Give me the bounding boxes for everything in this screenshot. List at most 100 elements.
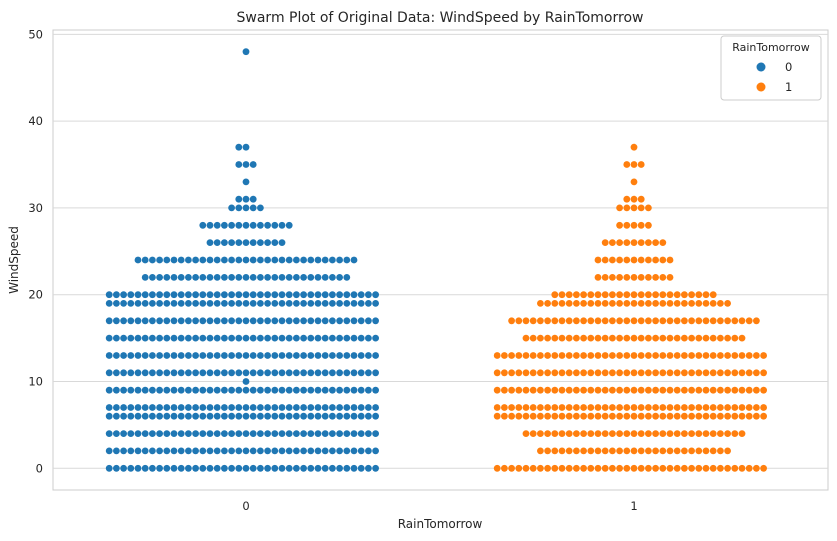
swarm-point	[709, 386, 717, 394]
swarm-point	[264, 404, 271, 411]
swarm-point	[293, 447, 300, 455]
swarm-point	[278, 291, 286, 299]
swarm-point	[329, 369, 336, 377]
swarm-point	[249, 464, 257, 472]
swarm-point	[493, 369, 501, 377]
swarm-point	[537, 300, 544, 307]
swarm-point	[293, 256, 300, 264]
swarm-point	[609, 291, 616, 299]
swarm-point	[156, 352, 164, 359]
swarm-point	[113, 300, 120, 307]
swarm-point	[350, 317, 358, 325]
swarm-point	[257, 300, 264, 307]
swarm-point	[307, 447, 315, 455]
swarm-point	[616, 239, 623, 247]
swarm-point	[623, 317, 631, 325]
swarm-point	[235, 291, 243, 299]
swarm-point	[738, 430, 746, 437]
swarm-point	[156, 430, 164, 437]
swarm-point	[580, 404, 587, 411]
swarm-point	[199, 404, 207, 411]
swarm-point	[637, 221, 645, 229]
swarm-point	[242, 204, 250, 212]
swarm-point	[242, 48, 250, 56]
swarm-point	[558, 430, 566, 437]
swarm-point	[681, 352, 688, 359]
swarm-point	[372, 369, 379, 377]
swarm-point	[285, 464, 293, 472]
swarm-point	[365, 404, 372, 411]
swarm-point	[235, 317, 243, 325]
swarm-point	[717, 430, 724, 437]
swarm-point	[228, 239, 236, 247]
swarm-point	[206, 239, 214, 247]
swarm-point	[235, 143, 243, 151]
swarm-point	[652, 430, 659, 437]
swarm-point	[630, 352, 638, 359]
swarm-point	[637, 239, 645, 247]
swarm-point	[652, 300, 659, 307]
swarm-point	[365, 300, 372, 307]
swarm-point	[724, 404, 731, 411]
swarm-point	[120, 300, 127, 307]
swarm-point	[551, 464, 559, 472]
swarm-point	[206, 334, 214, 342]
swarm-point	[573, 300, 580, 307]
swarm-point	[285, 369, 293, 377]
y-tick-label: 50	[28, 27, 43, 41]
swarm-point	[257, 404, 264, 411]
swarm-point	[285, 291, 293, 299]
swarm-point	[673, 412, 681, 420]
swarm-point	[242, 334, 250, 342]
swarm-point	[594, 412, 602, 420]
swarm-point	[185, 464, 192, 472]
swarm-point	[213, 334, 221, 342]
swarm-point	[278, 334, 286, 342]
swarm-point	[659, 464, 667, 472]
swarm-point	[652, 352, 659, 359]
swarm-point	[731, 317, 739, 325]
swarm-point	[206, 256, 214, 264]
swarm-point	[199, 369, 207, 377]
swarm-point	[228, 430, 236, 437]
swarm-point	[738, 317, 746, 325]
swarm-point	[372, 447, 379, 455]
swarm-point	[630, 317, 638, 325]
swarm-point	[242, 300, 250, 307]
swarm-point	[350, 430, 358, 437]
swarm-point	[673, 291, 681, 299]
swarm-point	[573, 404, 580, 411]
swarm-point	[257, 430, 264, 437]
swarm-point	[134, 291, 142, 299]
swarm-point	[666, 412, 674, 420]
swarm-point	[645, 334, 652, 342]
swarm-point	[321, 447, 329, 455]
swarm-point	[221, 386, 228, 394]
swarm-point	[228, 334, 236, 342]
swarm-point	[357, 404, 365, 411]
swarm-point	[573, 412, 580, 420]
swarm-point	[630, 430, 638, 437]
swarm-point	[163, 334, 171, 342]
swarm-point	[350, 412, 358, 420]
swarm-point	[544, 300, 551, 307]
swarm-point	[508, 352, 515, 359]
swarm-point	[242, 447, 250, 455]
swarm-point	[666, 317, 674, 325]
swarm-point	[702, 352, 710, 359]
swarm-point	[206, 386, 214, 394]
swarm-point	[537, 386, 544, 394]
swarm-point	[558, 300, 566, 307]
swarm-point	[372, 317, 379, 325]
swarm-point	[515, 386, 523, 394]
swarm-point	[745, 464, 753, 472]
swarm-point	[264, 239, 271, 247]
swarm-point	[544, 352, 551, 359]
swarm-point	[257, 412, 264, 420]
swarm-point	[724, 386, 731, 394]
swarm-point	[314, 386, 322, 394]
swarm-point	[257, 274, 264, 281]
swarm-point	[185, 317, 192, 325]
swarm-point	[278, 369, 286, 377]
swarm-point	[724, 300, 731, 307]
